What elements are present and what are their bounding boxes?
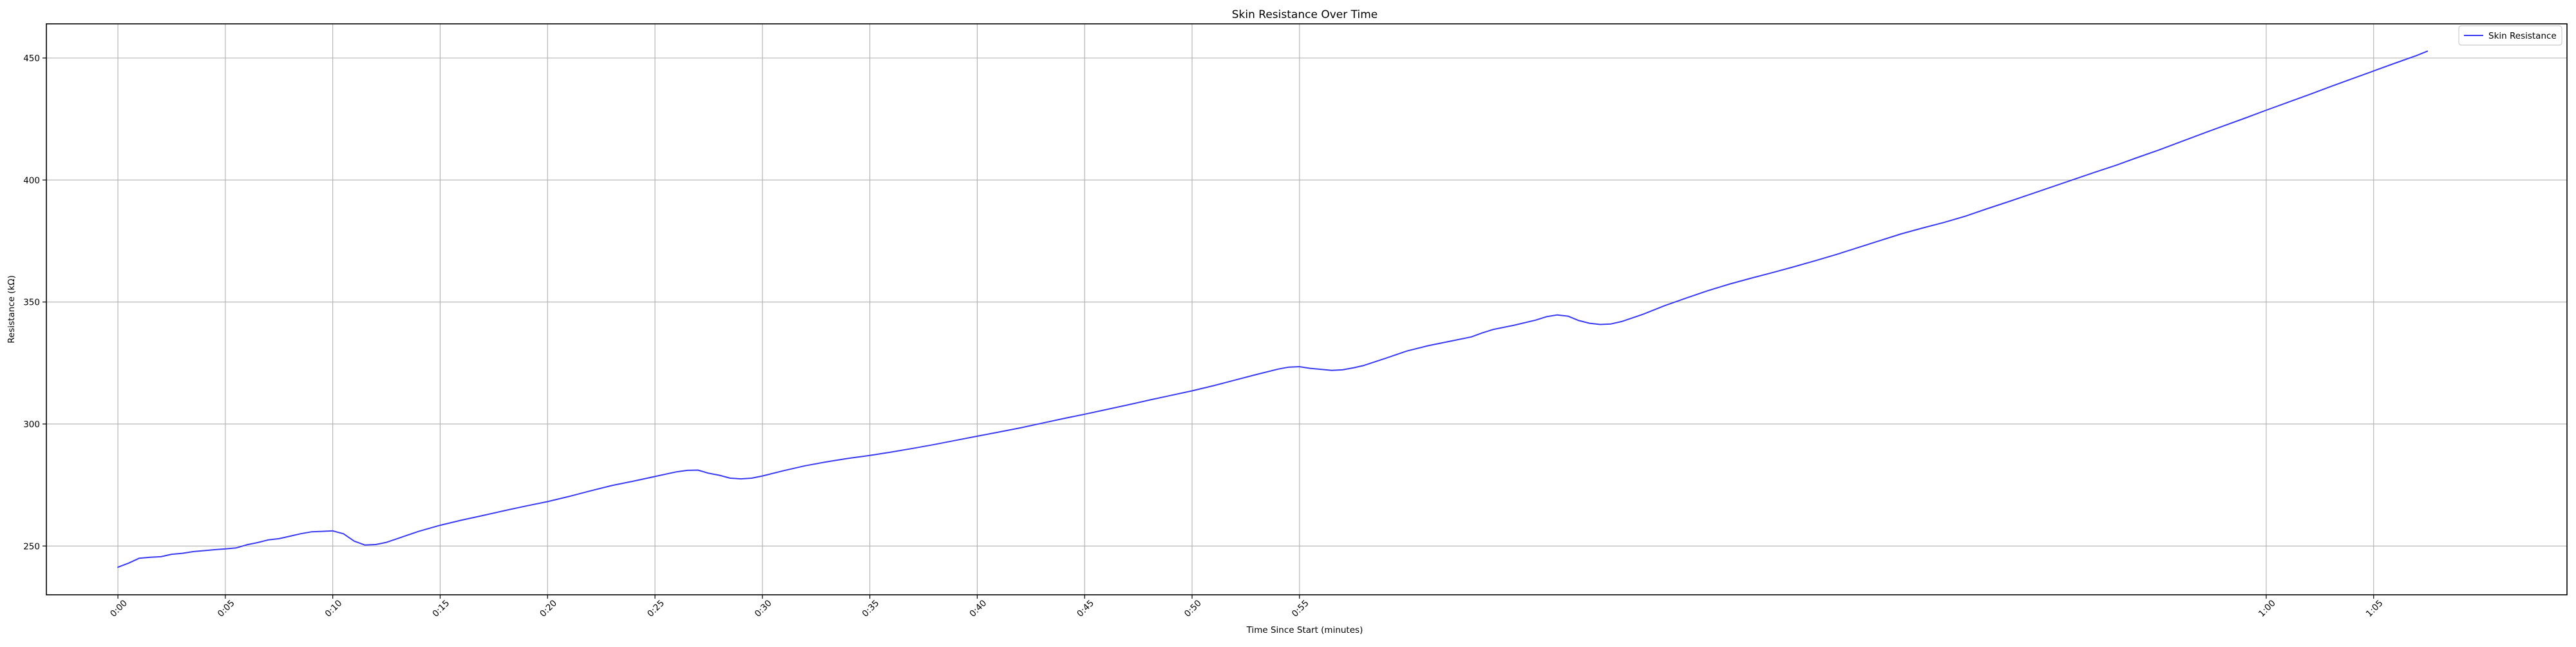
x-axis-label: Time Since Start (minutes)	[1246, 625, 1363, 635]
y-axis-label: Resistance (kΩ)	[6, 275, 17, 343]
y-tick-label: 250	[23, 541, 40, 552]
legend-box	[2458, 25, 2562, 46]
grid	[46, 24, 2567, 595]
y-tick-label: 350	[23, 298, 40, 308]
plot-frame	[46, 23, 2568, 595]
y-tick-label: 450	[23, 53, 40, 64]
y-tick-label: 300	[23, 420, 40, 430]
legend-label: Skin Resistance	[2488, 31, 2557, 41]
chart-title: Skin Resistance Over Time	[1232, 8, 1378, 21]
legend: Skin Resistance	[2458, 25, 2562, 46]
series-line-skin-resistance	[117, 50, 2429, 568]
series-layer	[117, 50, 2429, 568]
y-tick-label: 400	[23, 175, 40, 186]
y-axis-ticks: 250 300 350 400 450	[23, 53, 46, 552]
